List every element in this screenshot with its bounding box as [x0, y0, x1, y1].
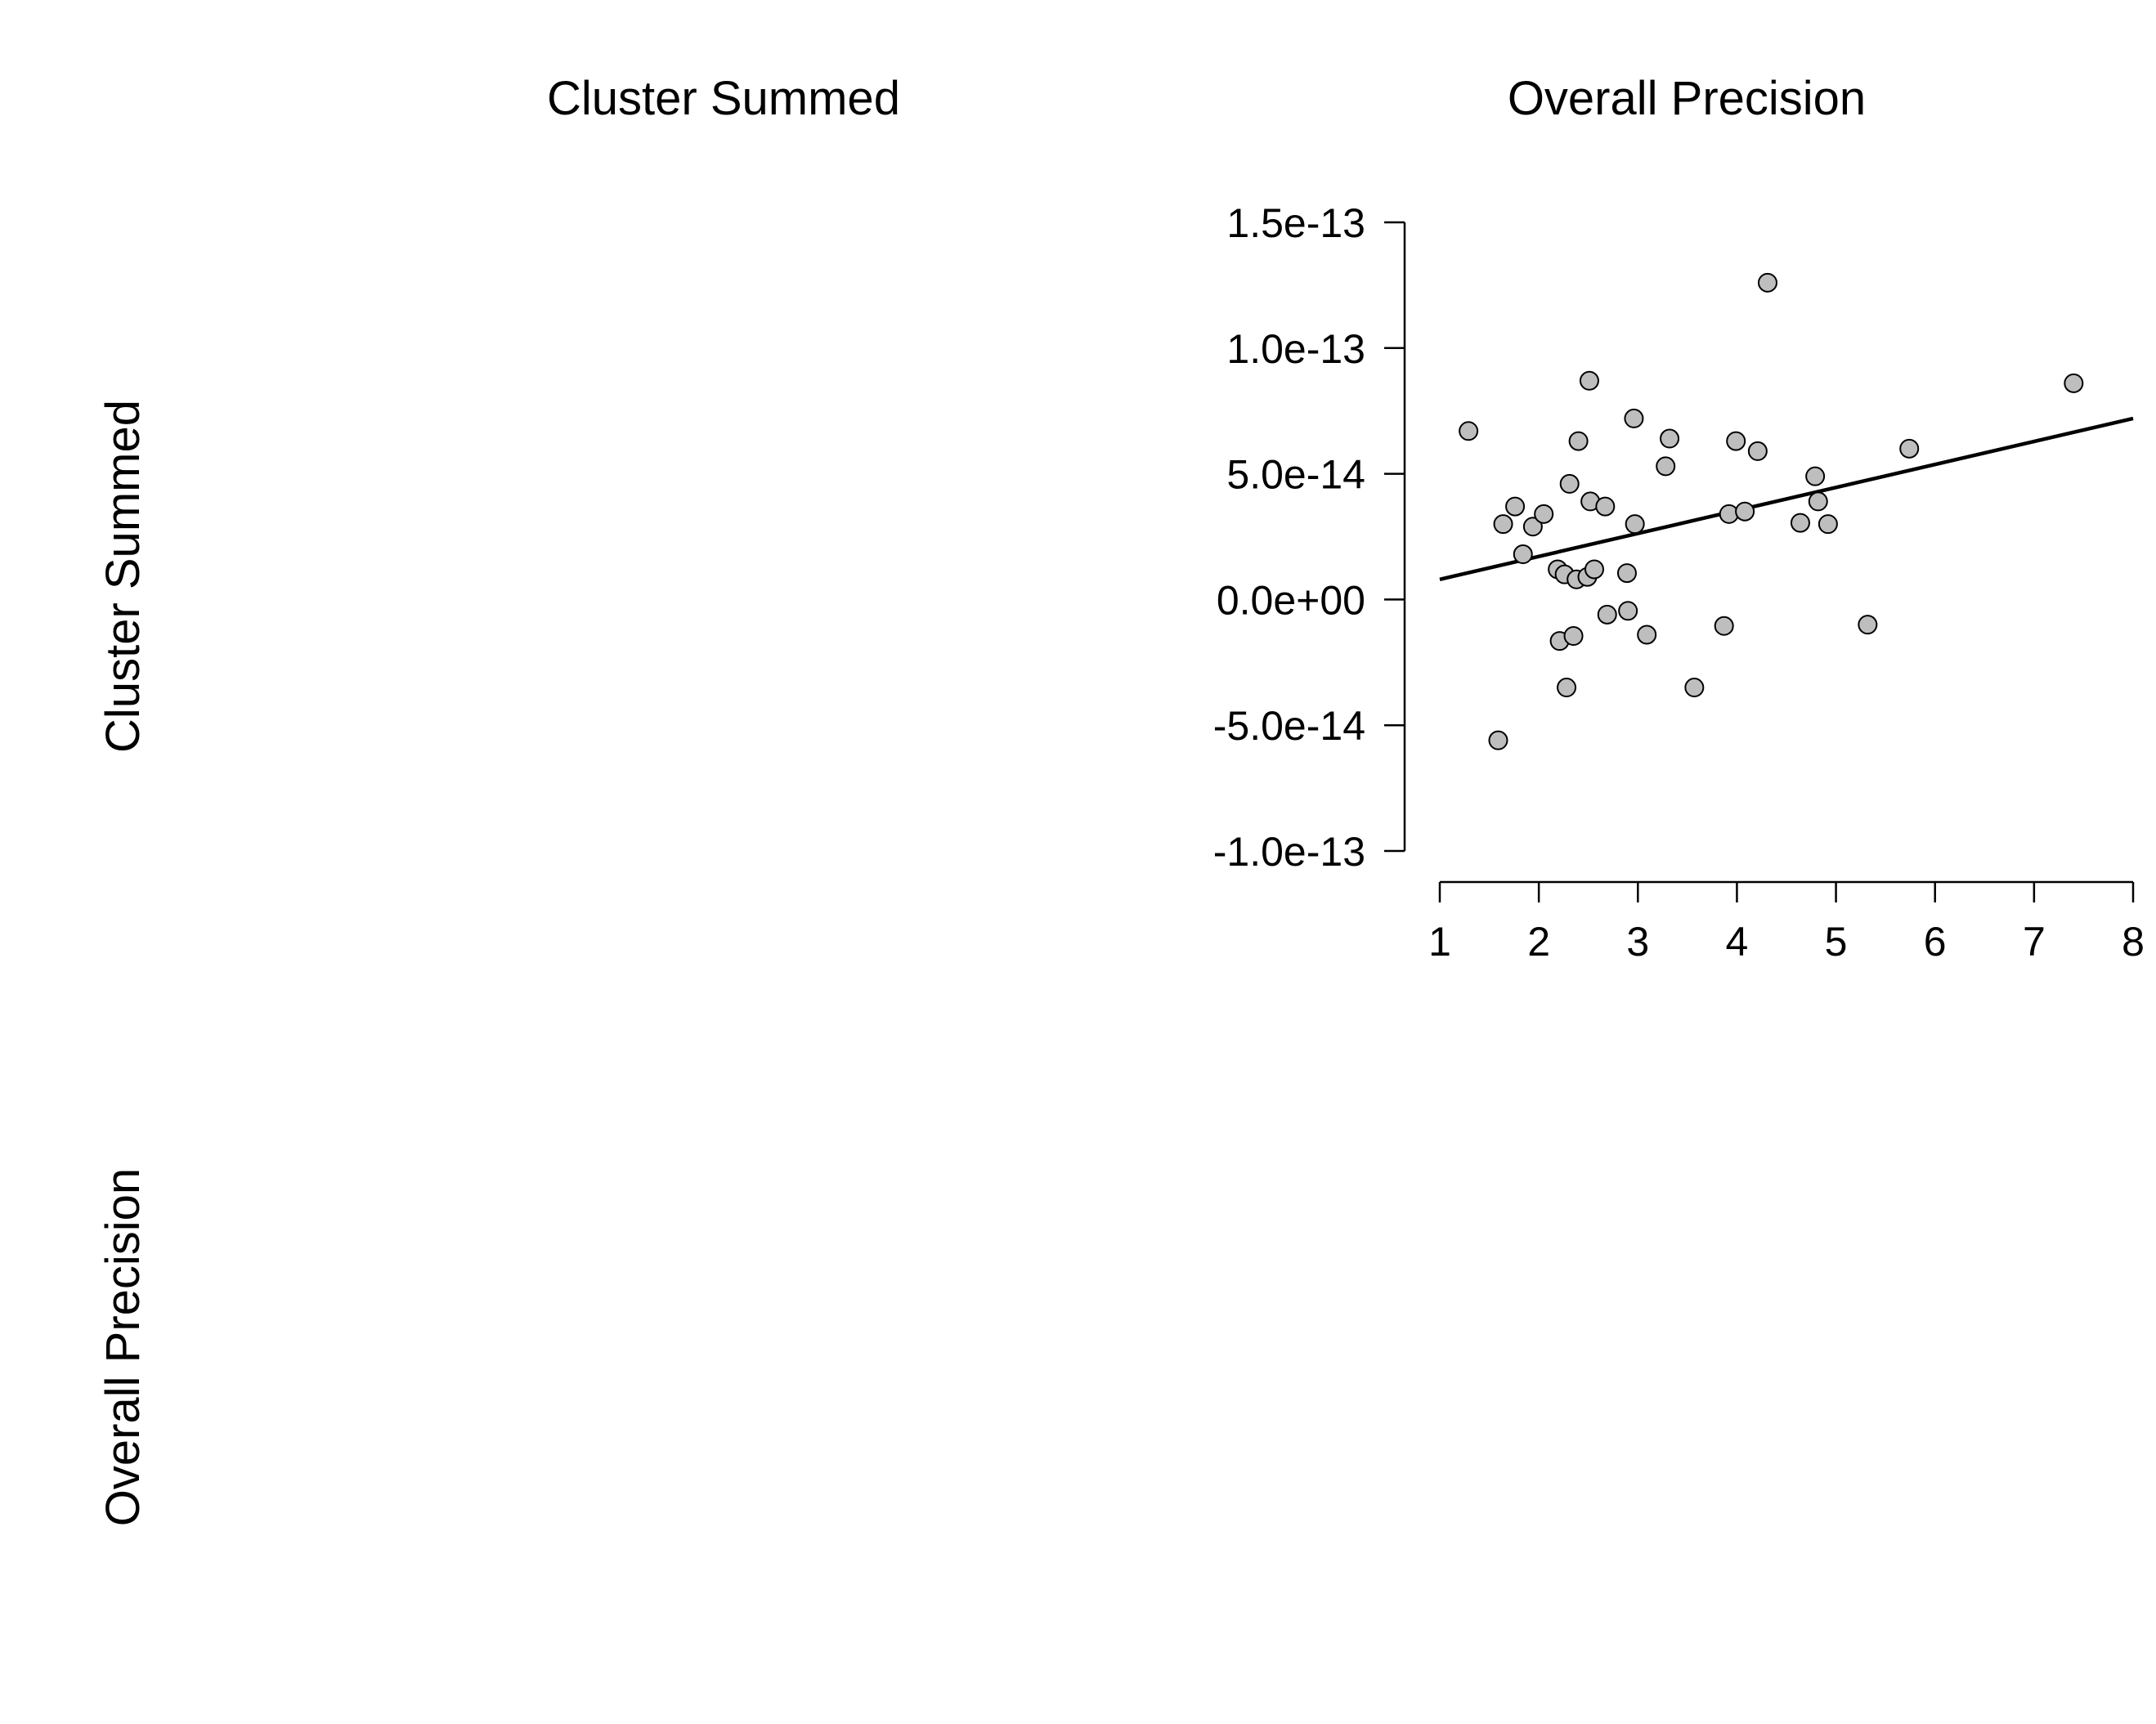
- x-tick-label: 2: [1527, 919, 1550, 965]
- column-title-cluster-summed: Cluster Summed: [547, 72, 900, 125]
- x-tick-label: 6: [1924, 919, 1947, 965]
- data-point: [1488, 730, 1508, 750]
- data-point: [1557, 678, 1577, 698]
- data-point: [2064, 373, 2084, 393]
- data-point: [1714, 616, 1734, 636]
- y-tick-label: 5.0e-14: [1226, 452, 1365, 498]
- data-point: [1858, 615, 1878, 635]
- x-tick-label: 5: [1825, 919, 1848, 965]
- data-point: [1747, 441, 1768, 461]
- data-point: [1493, 514, 1513, 535]
- data-point: [1616, 563, 1637, 584]
- data-point: [1660, 428, 1680, 449]
- data-point: [1805, 466, 1826, 486]
- data-point: [1568, 431, 1589, 451]
- regression-line: [1439, 416, 2134, 581]
- y-tick-label: 1.0e-13: [1226, 326, 1365, 372]
- scatter-points: [1459, 272, 2084, 750]
- data-point: [1637, 625, 1657, 645]
- data-point: [1656, 456, 1676, 477]
- data-point: [1726, 431, 1746, 451]
- row-title-cluster-summed: Cluster Summed: [96, 400, 150, 753]
- x-tick-label: 3: [1626, 919, 1649, 965]
- data-point: [1808, 491, 1828, 512]
- data-point: [1579, 370, 1599, 391]
- y-tick-label: -5.0e-14: [1213, 703, 1365, 749]
- data-point: [1899, 438, 1920, 459]
- y-tick-label: 0.0e+00: [1217, 577, 1365, 623]
- data-point: [1563, 626, 1584, 647]
- data-point: [1522, 517, 1543, 537]
- x-tick-label: 7: [2023, 919, 2046, 965]
- data-point: [1719, 504, 1739, 524]
- data-point: [1505, 496, 1526, 517]
- data-point: [1595, 496, 1616, 517]
- y-tick-label: 1.5e-13: [1226, 200, 1365, 246]
- data-point: [1684, 678, 1705, 698]
- data-point: [1534, 504, 1554, 524]
- data-point: [1459, 421, 1479, 441]
- x-tick-label: 8: [2122, 919, 2145, 965]
- data-point: [1559, 473, 1580, 494]
- y-axis: -1.0e-13 -5.0e-14 0.0e+00 5.0e-14 1.0e-13 1.5…: [1213, 200, 1406, 875]
- data-point: [1513, 544, 1533, 565]
- data-point: [1584, 559, 1604, 580]
- data-point: [1790, 513, 1810, 533]
- data-point: [1624, 408, 1644, 428]
- x-tick-label: 4: [1726, 919, 1749, 965]
- data-point: [1618, 601, 1638, 621]
- x-tick-label: 1: [1428, 919, 1451, 965]
- data-point: [1625, 514, 1645, 535]
- data-point: [1597, 604, 1617, 625]
- row-title-overall-precision: Overall Precision: [96, 1168, 150, 1526]
- data-point: [1818, 514, 1838, 535]
- scatter-panel: -1.0e-13 -5.0e-14 0.0e+00 5.0e-14 1.0e-13 1.5…: [1213, 200, 2145, 965]
- y-tick-label: -1.0e-13: [1213, 829, 1365, 875]
- data-point: [1735, 501, 1755, 522]
- data-point: [1757, 272, 1777, 293]
- column-title-overall-precision: Overall Precision: [1508, 72, 1866, 125]
- x-axis: 1 2 3 4 5 6 7 8: [1428, 880, 2145, 965]
